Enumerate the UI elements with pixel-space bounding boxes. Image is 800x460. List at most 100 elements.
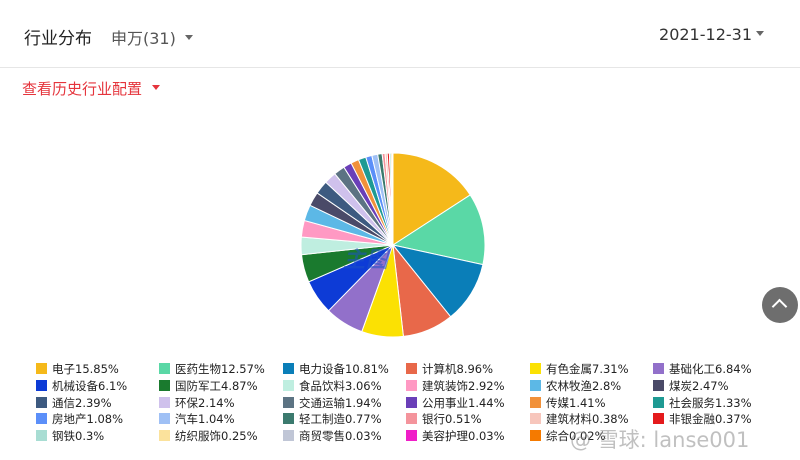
legend-swatch [653,379,664,391]
legend-item[interactable]: 电力设备10.81% [283,362,389,376]
legend-swatch [406,396,417,408]
legend-label: 非银金融0.37% [669,412,752,427]
legend-label: 计算机8.96% [422,362,494,376]
legend-item[interactable]: 汽车1.04% [159,412,235,426]
legend-swatch [159,430,170,442]
legend-swatch [653,363,664,374]
page-title: 行业分布 [24,29,92,49]
chart-legend: 电子15.85% 医药生物12.57% 电力设备10.81% 计算机8.96% 有色金属… [36,362,796,454]
legend-label: 美容护理0.03% [422,429,505,444]
legend-label: 轻工制造0.77% [299,412,382,427]
legend-label: 通信2.39% [52,395,112,410]
legend-swatch [406,413,417,425]
legend-item[interactable]: 美容护理0.03% [406,429,505,443]
legend-label: 社会服务1.33% [669,395,752,410]
chevron-down-icon [184,35,193,40]
legend-swatch [36,363,47,374]
legend-label: 医药生物12.57% [175,362,265,376]
chevron-down-icon [152,85,161,90]
legend-swatch [653,413,664,425]
corner-watermark: @ 雪球: lanse001 [570,428,750,452]
legend-label: 电力设备10.81% [299,362,389,376]
legend-item[interactable]: 公用事业1.44% [406,396,505,410]
legend-swatch [159,363,170,374]
legend-item[interactable]: 建筑材料0.38% [530,412,629,426]
legend-label: 房地产1.08% [52,412,124,427]
legend-label: 纺织服饰0.25% [175,429,258,444]
legend-item[interactable]: 轻工制造0.77% [283,412,382,426]
legend-swatch [530,379,541,391]
legend-item[interactable]: 环保2.14% [159,396,235,410]
legend-item[interactable]: 建筑装饰2.92% [406,379,505,393]
legend-swatch [283,396,294,408]
legend-label: 国防军工4.87% [175,378,258,393]
report-date-dropdown[interactable]: 2021-12-31 [659,25,764,44]
legend-item[interactable]: 传媒1.41% [530,396,606,410]
chevron-down-icon [756,31,764,36]
legend-label: 食品饮料3.06% [299,378,382,393]
legend-item[interactable]: 医药生物12.57% [159,362,265,376]
legend-item[interactable]: 计算机8.96% [406,362,493,376]
legend-label: 机械设备6.1% [52,378,128,393]
legend-label: 煤炭2.47% [669,378,729,393]
legend-label: 汽车1.04% [175,412,235,427]
legend-item[interactable]: 农林牧渔2.8% [530,379,621,393]
history-industry-config-link[interactable]: 查看历史行业配置 [22,78,161,99]
legend-label: 电子15.85% [52,362,119,376]
legend-item[interactable]: 电子15.85% [36,362,119,376]
legend-swatch [159,379,170,391]
legend-swatch [406,379,417,391]
header-bar: 行业分布 申万(31) 2021-12-31 [0,0,800,68]
legend-label: 公用事业1.44% [422,395,505,410]
legend-swatch [36,430,47,442]
report-date-label: 2021-12-31 [659,25,752,44]
legend-swatch [653,396,664,408]
legend-item[interactable]: 社会服务1.33% [653,396,752,410]
pie-slice-医药生物[interactable] [391,194,486,266]
legend-label: 农林牧渔2.8% [546,378,622,393]
legend-swatch [530,396,541,408]
legend-item[interactable]: 商贸零售0.03% [283,429,382,443]
pie-slice-电子[interactable] [392,152,471,246]
legend-swatch [530,363,541,374]
legend-label: 钢铁0.3% [52,429,105,444]
legend-item[interactable]: 国防军工4.87% [159,379,258,393]
scroll-to-top-button[interactable] [762,287,798,323]
legend-swatch [530,413,541,425]
chart-watermark: 主图 [343,248,390,273]
legend-label: 建筑材料0.38% [546,412,629,427]
legend-swatch [36,413,47,425]
legend-swatch [406,430,417,442]
legend-label: 建筑装饰2.92% [422,378,505,393]
legend-item[interactable]: 食品饮料3.06% [283,379,382,393]
legend-swatch [36,379,47,391]
legend-item[interactable]: 钢铁0.3% [36,429,104,443]
legend-swatch [406,363,417,374]
legend-label: 银行0.51% [422,412,482,427]
legend-item[interactable]: 银行0.51% [406,412,482,426]
legend-item[interactable]: 综合0.02% [530,429,606,443]
legend-item[interactable]: 非银金融0.37% [653,412,752,426]
legend-label: 基础化工6.84% [669,362,752,376]
legend-item[interactable]: 纺织服饰0.25% [159,429,258,443]
industry-classification-dropdown[interactable]: 申万(31) [111,25,193,49]
legend-swatch [283,363,294,374]
legend-label: 交通运输1.94% [299,395,382,410]
legend-swatch [159,396,170,408]
legend-label: 环保2.14% [175,395,235,410]
legend-label: 有色金属7.31% [546,362,629,376]
legend-swatch [159,413,170,425]
legend-item[interactable]: 机械设备6.1% [36,379,127,393]
legend-item[interactable]: 通信2.39% [36,396,112,410]
legend-item[interactable]: 有色金属7.31% [530,362,629,376]
legend-item[interactable]: 基础化工6.84% [653,362,752,376]
legend-label: 传媒1.41% [546,395,606,410]
legend-swatch [283,413,294,425]
legend-item[interactable]: 交通运输1.94% [283,396,382,410]
legend-swatch [36,396,47,408]
legend-label: 商贸零售0.03% [299,429,382,444]
industry-classification-label: 申万(31) [111,29,176,48]
legend-item[interactable]: 煤炭2.47% [653,379,729,393]
legend-item[interactable]: 房地产1.08% [36,412,123,426]
